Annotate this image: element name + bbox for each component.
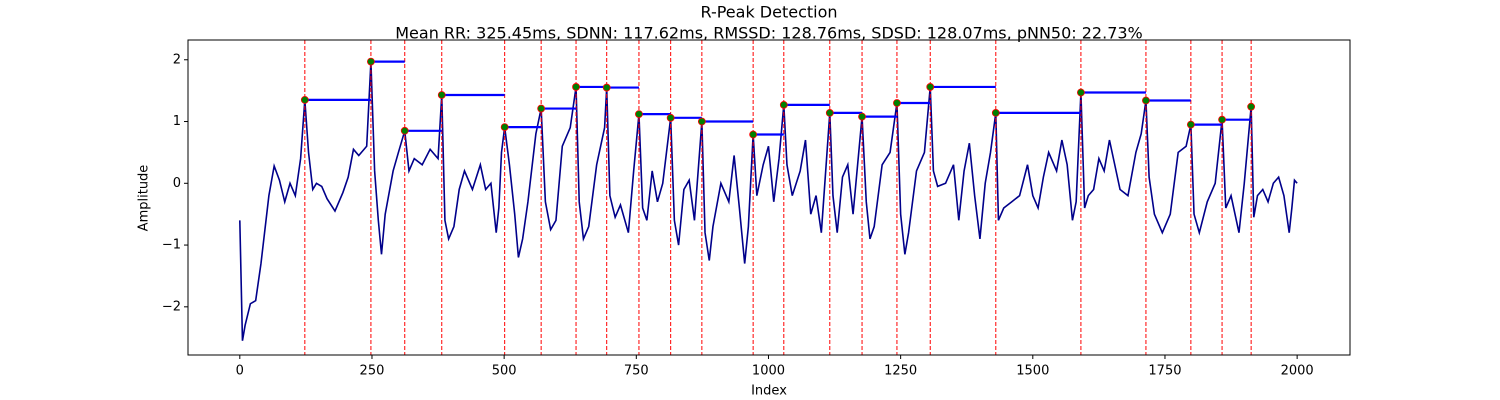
peak-marker (500, 123, 509, 131)
peak-marker (300, 96, 309, 104)
chart-title: R-Peak Detection (700, 3, 837, 22)
signal-line (239, 61, 1298, 341)
x-tick-label: 750 (624, 364, 649, 379)
x-tick-label: 1250 (884, 364, 917, 379)
peak-marker (1186, 120, 1195, 129)
peak-marker (537, 104, 546, 113)
x-tick-label: 1500 (1016, 364, 1049, 379)
y-tick-label: 1 (173, 114, 181, 129)
peak-marker (437, 91, 446, 99)
peak-marker (779, 100, 788, 109)
peak-marker (1142, 96, 1150, 105)
y-tick-label: 2 (173, 52, 181, 67)
x-tick-label: 500 (492, 364, 517, 379)
peak-marker (666, 113, 675, 122)
peak-marker (572, 83, 580, 91)
peak-marker (367, 57, 375, 66)
plot-frame (187, 39, 1351, 356)
peak-marker (1218, 115, 1226, 124)
x-tick-label: 250 (360, 364, 385, 379)
peak-marker (749, 130, 758, 139)
peak-marker (400, 126, 409, 135)
x-tick-label: 1750 (1148, 364, 1181, 379)
x-tick-label: 0 (236, 364, 244, 379)
peak-marker (697, 117, 706, 126)
peak-marker (926, 83, 935, 91)
peak-marker (1247, 102, 1256, 111)
x-axis-label: Index (751, 384, 787, 399)
peak-marker (635, 110, 643, 119)
peak-marker (602, 83, 611, 92)
y-tick-label: −1 (162, 238, 181, 253)
peak-marker (858, 112, 866, 121)
y-tick-label: 0 (173, 176, 181, 191)
peak-marker (893, 99, 901, 107)
chart-subtitle: Mean RR: 325.45ms, SDNN: 117.62ms, RMSSD… (395, 24, 1143, 43)
peak-marker (825, 108, 834, 117)
y-axis-label: Amplitude (137, 165, 152, 232)
peak-marker (991, 108, 1000, 117)
x-tick-label: 1000 (752, 364, 785, 379)
x-tick-label: 2000 (1281, 364, 1314, 379)
y-tick-label: −2 (162, 299, 181, 314)
peak-marker (1077, 88, 1085, 97)
